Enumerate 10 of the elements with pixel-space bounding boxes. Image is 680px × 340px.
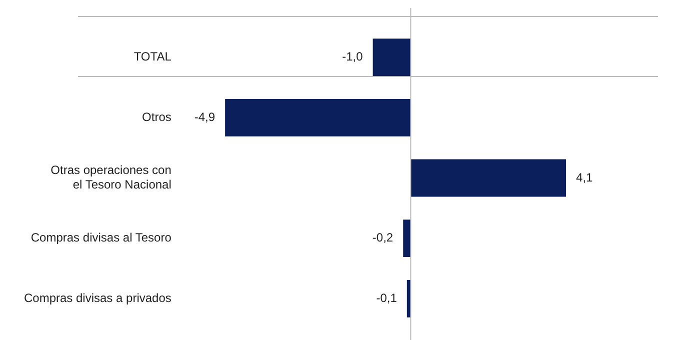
data-label: 4,1 (576, 170, 594, 184)
y-tick-label: Otros (142, 110, 172, 124)
y-tick-label: Compras divisas a privados (24, 290, 172, 305)
data-label: -0,2 (372, 230, 394, 245)
data-label: -1,0 (342, 50, 364, 64)
data-label: -4,9 (194, 110, 216, 124)
y-tick-label: Compras divisas al Tesoro (30, 230, 172, 245)
y-tick-label: Otras operaciones con el Tesoro Nacional (50, 163, 172, 192)
y-tick-label: TOTAL (134, 50, 172, 64)
data-label: -0,1 (376, 290, 398, 305)
